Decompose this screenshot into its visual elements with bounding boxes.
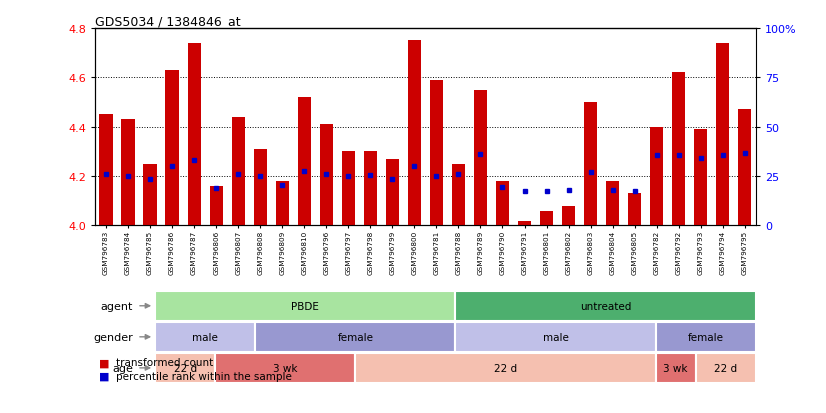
Bar xyxy=(99,115,112,226)
Bar xyxy=(672,73,686,226)
Bar xyxy=(155,291,455,321)
Text: 3 wk: 3 wk xyxy=(273,363,297,373)
Bar xyxy=(320,125,333,226)
Bar xyxy=(584,103,597,226)
Text: 22 d: 22 d xyxy=(494,363,517,373)
Bar xyxy=(215,353,355,383)
Bar xyxy=(650,127,663,226)
Text: percentile rank within the sample: percentile rank within the sample xyxy=(116,370,292,381)
Bar xyxy=(452,164,465,226)
Bar xyxy=(738,110,752,226)
Bar xyxy=(188,44,201,226)
Text: PBDE: PBDE xyxy=(292,301,319,311)
Bar xyxy=(455,291,756,321)
Text: untreated: untreated xyxy=(580,301,631,311)
Text: female: female xyxy=(688,332,724,342)
Bar xyxy=(496,182,509,226)
Bar xyxy=(695,353,756,383)
Text: transformed count: transformed count xyxy=(116,358,213,368)
Text: GDS5034 / 1384846_at: GDS5034 / 1384846_at xyxy=(95,15,240,28)
Bar xyxy=(455,322,656,352)
Bar xyxy=(121,120,135,226)
Bar xyxy=(408,41,421,226)
Text: ■: ■ xyxy=(99,370,110,381)
Text: male: male xyxy=(192,332,218,342)
Text: female: female xyxy=(337,332,373,342)
Bar xyxy=(716,44,729,226)
Bar xyxy=(518,221,531,226)
Bar xyxy=(606,182,620,226)
Text: gender: gender xyxy=(93,332,133,342)
Bar xyxy=(231,118,244,226)
Text: age: age xyxy=(112,363,133,373)
Bar xyxy=(628,194,641,226)
Bar xyxy=(276,182,289,226)
Text: 3 wk: 3 wk xyxy=(663,363,688,373)
Bar xyxy=(363,152,377,226)
Text: 22 d: 22 d xyxy=(173,363,197,373)
Bar xyxy=(430,81,443,226)
Bar xyxy=(656,353,695,383)
Bar xyxy=(155,353,215,383)
Bar xyxy=(155,322,255,352)
Text: 22 d: 22 d xyxy=(714,363,738,373)
Bar xyxy=(255,322,455,352)
Bar xyxy=(540,211,553,226)
Bar xyxy=(656,322,756,352)
Bar xyxy=(210,187,223,226)
Bar xyxy=(562,206,575,226)
Bar xyxy=(355,353,656,383)
Bar xyxy=(144,164,157,226)
Bar xyxy=(342,152,355,226)
Text: ■: ■ xyxy=(99,358,110,368)
Bar xyxy=(254,150,267,226)
Text: agent: agent xyxy=(101,301,133,311)
Bar xyxy=(165,71,178,226)
Bar xyxy=(297,98,311,226)
Bar xyxy=(474,90,487,226)
Bar xyxy=(694,130,707,226)
Text: male: male xyxy=(543,332,568,342)
Bar xyxy=(386,159,399,226)
